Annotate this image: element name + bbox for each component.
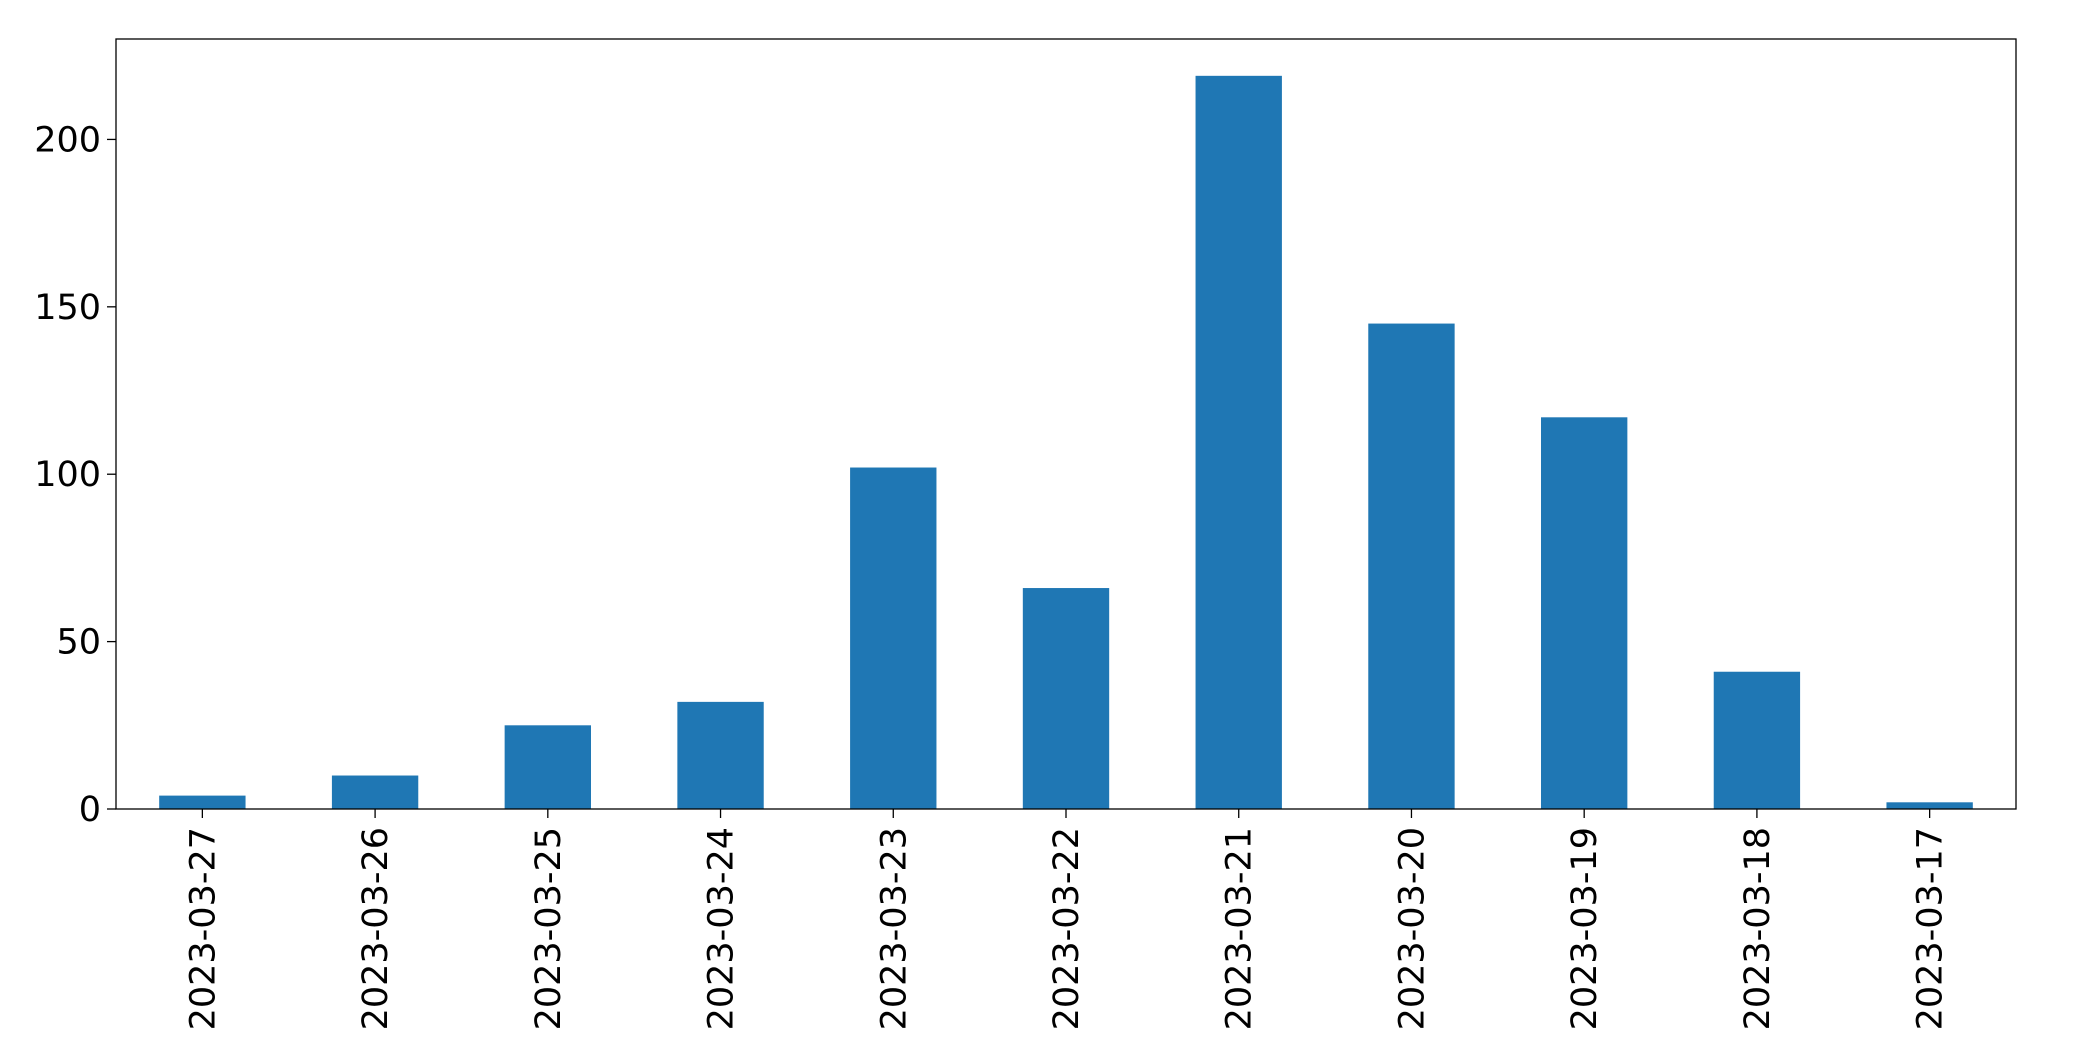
x-tick-label: 2023-03-18: [1738, 827, 1778, 1030]
x-tick-label: 2023-03-26: [356, 827, 396, 1030]
x-tick-label: 2023-03-21: [1220, 827, 1260, 1030]
x-tick-label: 2023-03-17: [1911, 827, 1951, 1030]
bar: [1022, 588, 1110, 809]
y-tick-label: 50: [56, 623, 101, 663]
y-tick-label: 200: [34, 120, 101, 160]
bar: [1195, 75, 1282, 809]
bar: [504, 725, 591, 809]
x-tick-label: 2023-03-23: [874, 827, 914, 1030]
bar: [850, 467, 937, 809]
x-tick-label: 2023-03-27: [183, 827, 223, 1030]
bar: [159, 795, 246, 809]
y-tick-label: 150: [34, 288, 101, 328]
x-tick-label: 2023-03-25: [529, 827, 569, 1030]
bar: [1713, 671, 1801, 809]
bar: [677, 701, 764, 809]
y-tick-label: 0: [79, 790, 101, 830]
x-tick-label: 2023-03-24: [702, 827, 742, 1030]
plot-frame: [115, 38, 2017, 810]
x-tick-label: 2023-03-19: [1565, 827, 1605, 1030]
x-tick-label: 2023-03-20: [1392, 827, 1432, 1030]
bar: [331, 775, 419, 809]
bar: [1541, 417, 1628, 809]
x-tick-label: 2023-03-22: [1047, 827, 1087, 1030]
bar: [1886, 802, 1973, 809]
bar: [1368, 323, 1455, 809]
y-tick-label: 100: [34, 455, 101, 495]
